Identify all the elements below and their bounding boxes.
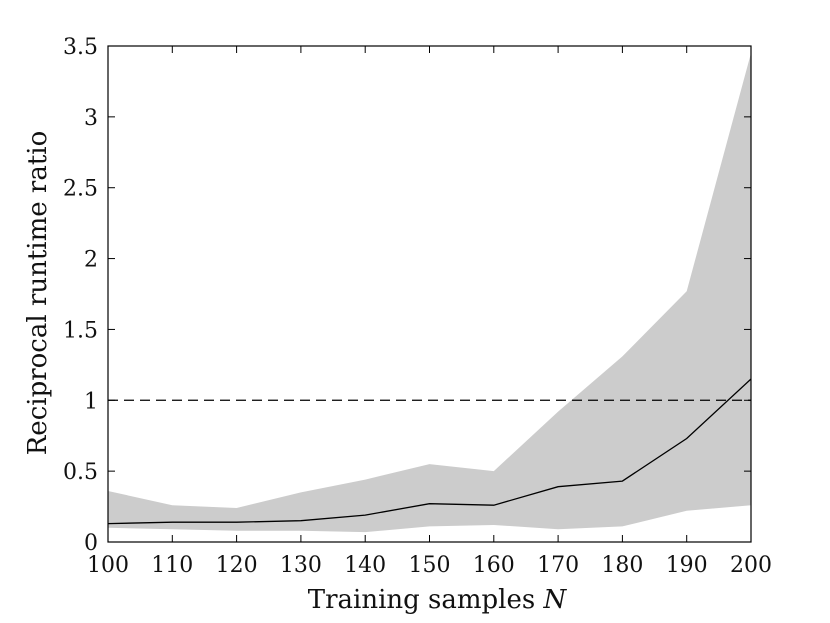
y-tick-label: 1 xyxy=(84,389,98,414)
x-axis-label-variable: N xyxy=(543,585,568,615)
uncertainty-band xyxy=(108,53,751,533)
x-tick-label: 120 xyxy=(216,553,258,578)
y-tick-label: 3.5 xyxy=(63,35,98,60)
x-axis-label-text: Training samples xyxy=(308,585,536,615)
y-tick-label: 0.5 xyxy=(63,460,98,485)
x-tick-label: 110 xyxy=(151,553,193,578)
x-tick-label: 130 xyxy=(280,553,322,578)
x-tick-label: 140 xyxy=(344,553,386,578)
x-tick-label: 150 xyxy=(409,553,451,578)
y-tick-label: 2.5 xyxy=(63,177,98,202)
x-tick-label: 180 xyxy=(601,553,643,578)
y-axis-label: Reciprocal runtime ratio xyxy=(23,131,53,456)
x-axis-label: Training samples N xyxy=(308,585,568,615)
uncertainty-band-layer xyxy=(108,53,751,533)
y-tick-label: 3 xyxy=(84,106,98,131)
x-axis-ticks: 100 110 120 130 140 150 160 170 180 190 200 xyxy=(87,46,772,578)
y-tick-label: 1.5 xyxy=(63,318,98,343)
series-line-layer xyxy=(107,378,752,525)
y-tick-label: 2 xyxy=(84,248,98,273)
x-tick-label: 200 xyxy=(730,553,772,578)
x-tick-label: 190 xyxy=(666,553,708,578)
series-line xyxy=(107,378,752,525)
x-tick-label: 160 xyxy=(473,553,515,578)
y-axis-ticks: 0 0.5 1 1.5 2 2.5 3 3.5 xyxy=(63,35,751,556)
x-tick-label: 100 xyxy=(87,553,129,578)
y-tick-label: 0 xyxy=(84,531,98,556)
x-tick-label: 170 xyxy=(537,553,579,578)
